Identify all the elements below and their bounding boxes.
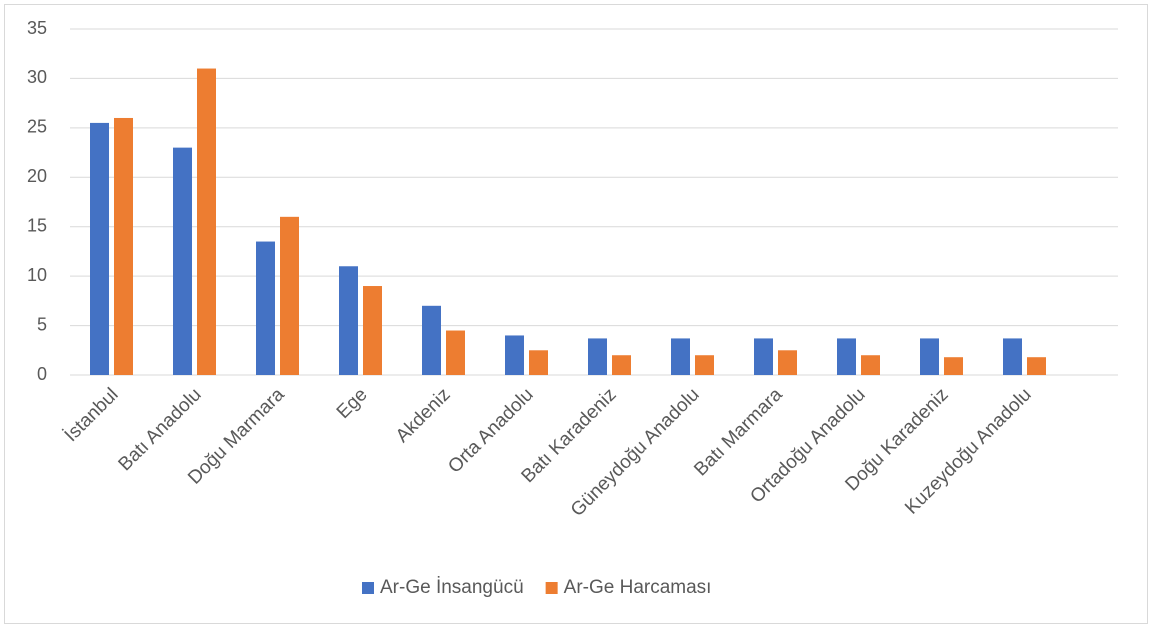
bar — [280, 216, 299, 375]
y-tick-label: 5 — [37, 314, 47, 334]
bar — [754, 338, 773, 375]
bar — [837, 338, 856, 375]
legend-label: Ar-Ge Harcaması — [564, 577, 712, 598]
legend-swatch — [362, 582, 374, 594]
bar — [588, 338, 607, 375]
bar — [1027, 357, 1046, 375]
bar — [422, 305, 441, 375]
y-tick-label: 0 — [37, 364, 47, 384]
bar — [695, 355, 714, 375]
y-tick-label: 30 — [27, 67, 47, 87]
y-tick-label: 35 — [27, 18, 47, 38]
bar — [861, 355, 880, 375]
bar — [529, 350, 548, 375]
bar — [173, 147, 192, 375]
bar — [778, 350, 797, 375]
y-tick-label: 20 — [27, 166, 47, 186]
bar — [944, 357, 963, 375]
bar — [505, 335, 524, 375]
bar — [1003, 338, 1022, 375]
y-tick-label: 10 — [27, 265, 47, 285]
bar — [114, 117, 133, 375]
bar — [920, 338, 939, 375]
bar — [446, 330, 465, 375]
legend-label: Ar-Ge İnsangücü — [380, 577, 524, 598]
bar — [363, 286, 382, 375]
bar — [90, 122, 109, 376]
bar — [256, 241, 275, 375]
y-tick-label: 15 — [27, 215, 47, 235]
bar — [339, 266, 358, 375]
bar — [197, 68, 216, 376]
bar — [612, 355, 631, 375]
y-tick-label: 25 — [27, 117, 47, 137]
chart-border — [4, 4, 1148, 624]
bar — [671, 338, 690, 375]
legend-swatch — [545, 582, 558, 594]
